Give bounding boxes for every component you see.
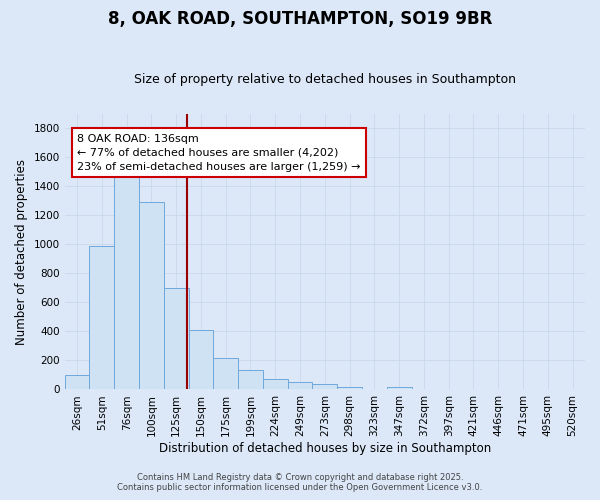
Bar <box>287 382 313 390</box>
Bar <box>164 288 188 390</box>
Bar <box>89 246 114 390</box>
Bar <box>263 378 287 390</box>
Bar <box>65 375 89 390</box>
Text: 8, OAK ROAD, SOUTHAMPTON, SO19 9BR: 8, OAK ROAD, SOUTHAMPTON, SO19 9BR <box>108 10 492 28</box>
Bar <box>188 330 214 390</box>
X-axis label: Distribution of detached houses by size in Southampton: Distribution of detached houses by size … <box>159 442 491 455</box>
Bar <box>238 370 263 390</box>
Y-axis label: Number of detached properties: Number of detached properties <box>15 158 28 344</box>
Bar <box>337 386 362 390</box>
Title: Size of property relative to detached houses in Southampton: Size of property relative to detached ho… <box>134 73 516 86</box>
Bar <box>387 388 412 390</box>
Text: 8 OAK ROAD: 136sqm
← 77% of detached houses are smaller (4,202)
23% of semi-deta: 8 OAK ROAD: 136sqm ← 77% of detached hou… <box>77 134 361 172</box>
Bar <box>313 384 337 390</box>
Text: Contains HM Land Registry data © Crown copyright and database right 2025.
Contai: Contains HM Land Registry data © Crown c… <box>118 473 482 492</box>
Bar <box>214 358 238 390</box>
Bar <box>114 172 139 390</box>
Bar <box>139 202 164 390</box>
